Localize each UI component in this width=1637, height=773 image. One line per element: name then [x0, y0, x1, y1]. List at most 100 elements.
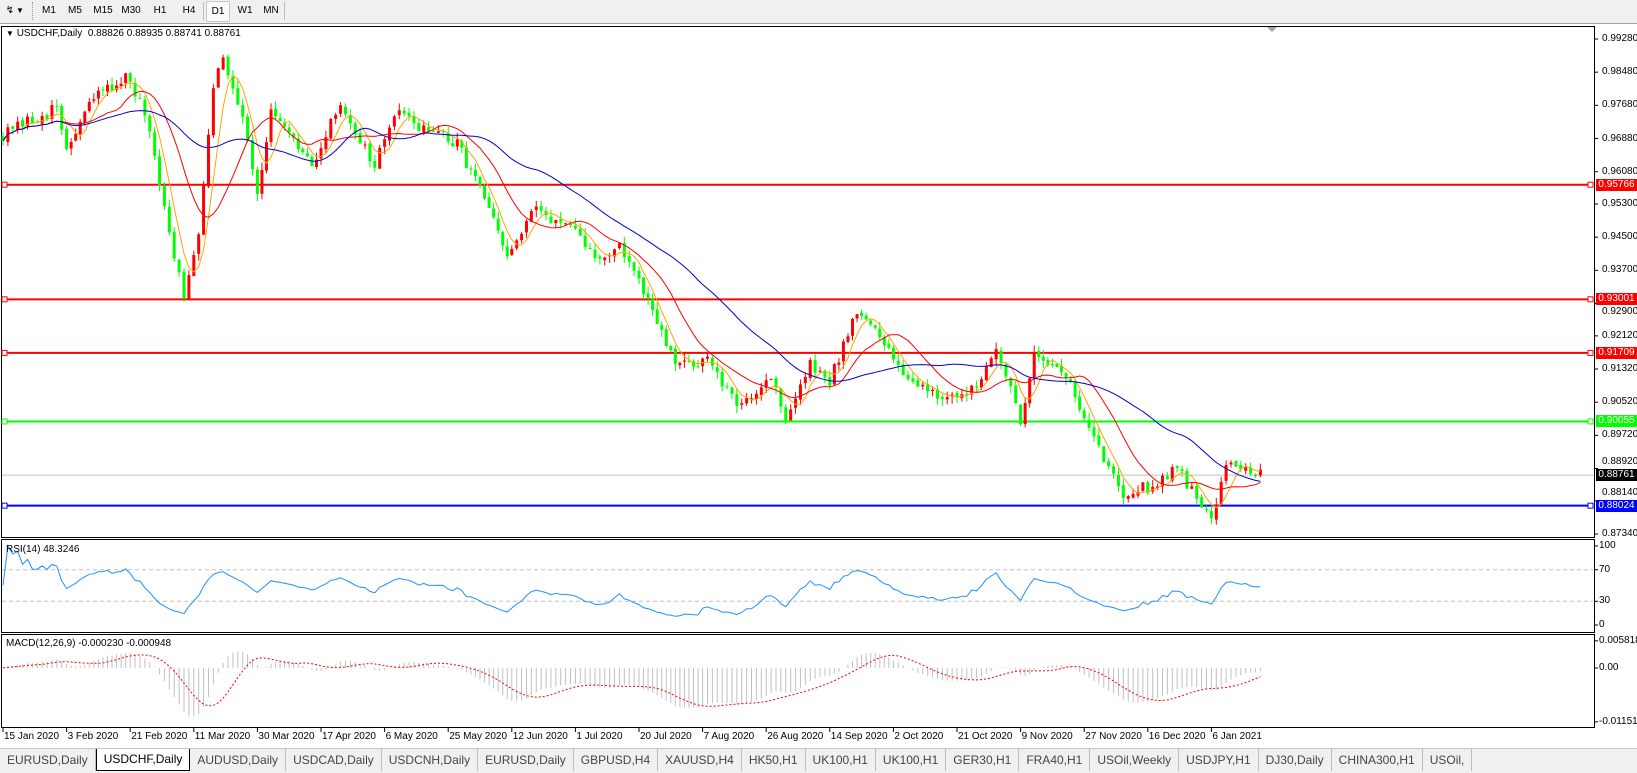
- macd-pane[interactable]: [1, 634, 1595, 728]
- period-m15-button[interactable]: M15: [93, 5, 113, 16]
- candle-body: [487, 197, 491, 208]
- chart-tab[interactable]: GER30,H1: [946, 749, 1020, 771]
- candle-body: [687, 360, 691, 362]
- chart-tab[interactable]: HK50,H1: [742, 749, 806, 771]
- candle: [975, 380, 979, 392]
- chart-tab[interactable]: USDCAD,Daily: [286, 749, 382, 771]
- candle-body: [627, 256, 631, 262]
- candle: [1004, 361, 1008, 382]
- chart-tab[interactable]: DJ30,Daily: [1259, 749, 1332, 771]
- candle: [950, 391, 954, 404]
- candle: [529, 208, 533, 223]
- period-w1-button[interactable]: W1: [237, 5, 253, 16]
- date-tick-label: 26 Aug 2020: [767, 731, 824, 742]
- period-d1-button[interactable]: D1: [206, 1, 230, 22]
- candle-body: [25, 116, 29, 126]
- dropdown-arrow-icon[interactable]: ▼: [16, 6, 24, 15]
- candle-body: [754, 393, 758, 400]
- candle: [92, 93, 96, 104]
- candle-body: [901, 364, 905, 376]
- price-tick-label: 0.87340: [1602, 528, 1637, 540]
- candle-body: [1224, 465, 1228, 481]
- period-mn-button[interactable]: MN: [263, 5, 279, 16]
- candle-body: [1009, 378, 1013, 387]
- candle-body: [211, 88, 215, 136]
- date-tick-label: 12 Jun 2020: [512, 731, 568, 742]
- price-tick-label: 0.89720: [1602, 429, 1637, 441]
- candle: [916, 376, 920, 387]
- candle: [651, 293, 655, 316]
- candle-body: [642, 277, 646, 295]
- chart-tab[interactable]: EURUSD,Daily: [0, 749, 96, 771]
- candle-body: [1041, 356, 1045, 361]
- candle-body: [110, 84, 114, 91]
- candle: [673, 345, 677, 372]
- candle: [1170, 464, 1174, 483]
- chart-tab[interactable]: EURUSD,Daily: [478, 749, 574, 771]
- candle-body: [1131, 493, 1135, 498]
- chart-tab[interactable]: GBPUSD,H4: [574, 749, 659, 771]
- period-m5-button[interactable]: M5: [68, 5, 82, 16]
- main-price-pane[interactable]: [1, 26, 1595, 538]
- candle: [759, 382, 763, 401]
- candle: [1214, 497, 1218, 525]
- candle-body: [813, 360, 817, 373]
- candle: [869, 319, 873, 327]
- cursor-tool-icon[interactable]: ↯: [5, 5, 15, 16]
- chart-tab[interactable]: USDCNH,Daily: [382, 749, 479, 771]
- candle-body: [669, 345, 673, 351]
- candle: [632, 262, 636, 276]
- candle-body: [334, 114, 338, 119]
- candle-body: [1059, 365, 1063, 373]
- collapse-triangle-icon[interactable]: ▼: [6, 29, 14, 38]
- candle-body: [583, 235, 587, 248]
- candle: [1200, 494, 1204, 509]
- candle: [669, 345, 673, 353]
- chart-tab[interactable]: CHINA300,H1: [1332, 749, 1423, 771]
- macd-tick-label: -0.011514: [1599, 715, 1637, 727]
- candle-body: [65, 128, 69, 150]
- date-tick-label: 9 Nov 2020: [1021, 731, 1073, 742]
- candle-body: [501, 232, 505, 246]
- candle: [124, 72, 128, 89]
- chart-tab[interactable]: UK100,H1: [806, 749, 876, 771]
- candle-body: [231, 75, 235, 89]
- candle-body: [496, 218, 500, 231]
- chart-tab[interactable]: USDJPY,H1: [1179, 749, 1259, 771]
- candle: [343, 103, 347, 117]
- candle: [69, 138, 73, 156]
- date-tick-label: 27 Nov 2020: [1085, 731, 1142, 742]
- chart-tab[interactable]: USOil,: [1423, 749, 1473, 771]
- candle: [1239, 460, 1243, 473]
- candle-body: [1209, 511, 1213, 519]
- period-h1-button[interactable]: H1: [153, 5, 167, 16]
- candle-body: [206, 134, 210, 187]
- candle-body: [314, 159, 318, 168]
- period-m30-button[interactable]: M30: [121, 5, 141, 16]
- chart-tab[interactable]: UK100,H1: [876, 749, 947, 771]
- candle-body: [660, 325, 664, 330]
- candle-body: [1112, 466, 1116, 474]
- candle-body: [319, 148, 323, 159]
- candle-body: [984, 365, 988, 381]
- chart-tab[interactable]: USOil,Weekly: [1090, 749, 1180, 771]
- candle: [617, 242, 621, 250]
- chart-tab[interactable]: XAUUSD,H4: [658, 749, 742, 771]
- candle: [520, 231, 524, 244]
- candle-body: [287, 127, 291, 133]
- candle: [1082, 407, 1086, 421]
- candle-body: [1180, 469, 1184, 472]
- candle-body: [478, 177, 482, 186]
- period-h4-button[interactable]: H4: [182, 5, 196, 16]
- rsi-pane[interactable]: [1, 539, 1595, 633]
- candle-body: [510, 248, 514, 256]
- period-m1-button[interactable]: M1: [42, 5, 56, 16]
- chart-tab[interactable]: FRA40,H1: [1019, 749, 1091, 771]
- chart-tab[interactable]: USDCHF,Daily: [95, 749, 191, 771]
- candle-body: [740, 403, 744, 405]
- chart-tab[interactable]: AUDUSD,Daily: [190, 749, 287, 771]
- candle: [473, 163, 477, 182]
- candle: [940, 393, 944, 407]
- candle: [260, 162, 264, 200]
- candle: [901, 360, 905, 376]
